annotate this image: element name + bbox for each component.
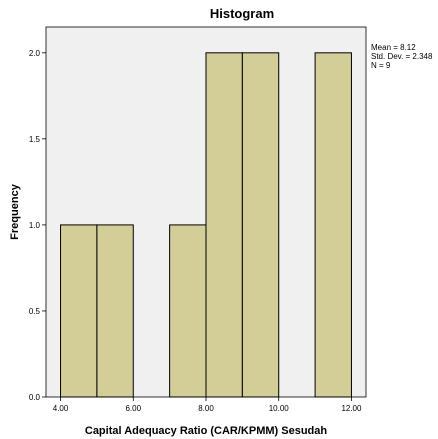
x-tick-label: 12.00 [341, 404, 362, 413]
x-axis-ticks: 4.00 6.00 8.00 10.00 12.00 [53, 397, 362, 413]
y-tick-label: 1.5 [29, 135, 41, 144]
x-axis-label: Capital Adequacy Ratio (CAR/KPMM) Sesuda… [85, 425, 328, 437]
histogram-bar [169, 224, 207, 398]
y-tick-label: 1.0 [29, 221, 41, 230]
x-tick-label: 10.00 [269, 404, 290, 413]
histogram-bar [60, 224, 98, 398]
x-tick-label: 4.00 [53, 404, 69, 413]
y-axis-ticks: 0.0 0.5 1.0 1.5 2.0 [29, 49, 46, 402]
histogram-bar [241, 52, 280, 398]
stats-mean: Mean = 8.12 [371, 43, 416, 52]
y-axis-label: Frequency [9, 183, 21, 240]
histogram-bar [205, 52, 243, 398]
x-tick-label: 8.00 [198, 404, 214, 413]
stats-std-dev: Std. Dev. = 2.348 [371, 52, 433, 61]
stats-n: N = 9 [371, 61, 391, 70]
bars-layer [60, 52, 352, 398]
y-tick-label: 0.0 [29, 393, 41, 402]
histogram-bar [314, 52, 352, 398]
histogram-bar [96, 224, 134, 398]
x-tick-label: 6.00 [125, 404, 141, 413]
y-tick-label: 0.5 [29, 307, 41, 316]
y-tick-label: 2.0 [29, 49, 41, 58]
chart-title: Histogram [210, 6, 274, 21]
